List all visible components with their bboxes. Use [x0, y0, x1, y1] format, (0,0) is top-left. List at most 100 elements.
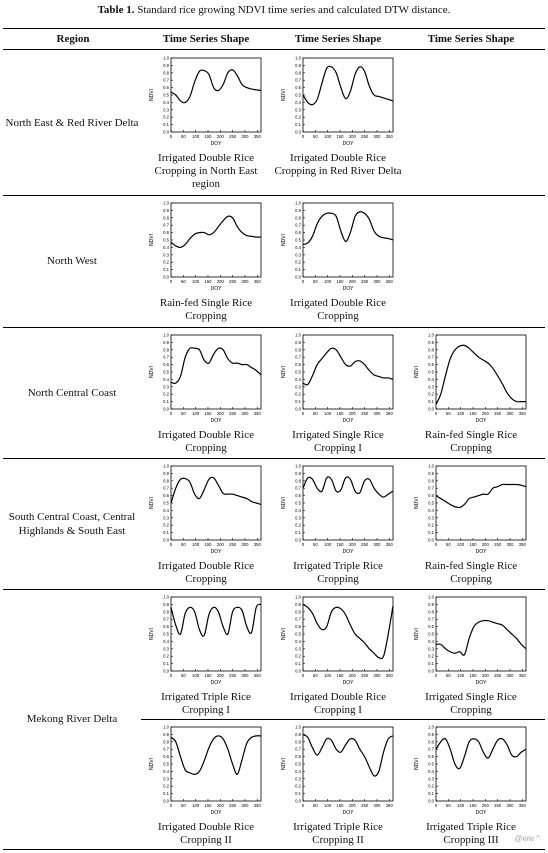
y-tick-label: 0.1 — [428, 791, 434, 796]
y-tick-label: 0.6 — [428, 754, 434, 759]
x-tick-label: 150 — [204, 673, 212, 678]
y-tick-label: 0.3 — [163, 776, 169, 781]
y-tick-label: 0.5 — [163, 632, 169, 637]
x-tick-label: 250 — [229, 673, 237, 678]
x-tick-label: 250 — [229, 411, 237, 416]
crop-pattern-label: Irrigated Double Rice Cropping in North … — [154, 152, 258, 190]
plot-frame — [170, 596, 262, 672]
y-axis-label: NDVI — [281, 366, 287, 378]
y-tick-label: 0.6 — [163, 754, 169, 759]
x-tick-label: 50 — [313, 279, 318, 284]
x-tick-label: 0 — [302, 803, 305, 808]
y-tick-label: 0.2 — [428, 654, 434, 659]
y-tick-label: 0.2 — [163, 654, 169, 659]
y-tick-label: 0.7 — [163, 355, 169, 360]
x-tick-label: 200 — [349, 134, 357, 139]
table-caption: Table 1. Standard rice growing NDVI time… — [0, 4, 548, 16]
x-tick-label: 50 — [181, 411, 186, 416]
x-tick-label: 50 — [313, 803, 318, 808]
y-tick-label: 0.3 — [295, 252, 301, 257]
x-tick-label: 150 — [336, 803, 344, 808]
crop-pattern-label: Irrigated Double Rice Cropping — [158, 560, 254, 585]
y-tick-label: 0.3 — [163, 646, 169, 651]
x-axis-label: DOY — [211, 810, 223, 816]
x-tick-label: 150 — [336, 279, 344, 284]
x-tick-label: 50 — [313, 542, 318, 547]
ndvi-chart: 0.0 0.1 0.2 0.3 0.4 0.5 0.6 0.7 0.8 0.9 1.0 0 50 100 1… — [414, 464, 527, 556]
y-tick-label: 0.8 — [295, 215, 301, 220]
crop-pattern-label: Irrigated Triple Rice Cropping III — [426, 821, 516, 846]
plot-frame — [435, 465, 527, 541]
y-tick-label: 0.9 — [295, 63, 301, 68]
y-tick-label: 0.1 — [163, 122, 169, 127]
ndvi-plot: 0.0 0.1 0.2 0.3 0.4 0.5 0.6 0.7 0.8 0.9 1.0 0 50 100 1… — [279, 56, 397, 148]
y-tick-label: 0.7 — [295, 355, 301, 360]
plot-frame — [302, 57, 394, 133]
table-number: Table 1. — [97, 4, 135, 16]
x-tick-label: 0 — [170, 673, 173, 678]
ndvi-chart: 0.0 0.1 0.2 0.3 0.4 0.5 0.6 0.7 0.8 0.9 1.0 0 50 100 1… — [149, 201, 262, 293]
y-tick-label: 1.0 — [428, 333, 434, 338]
y-tick-label: 0.4 — [163, 377, 169, 382]
y-tick-label: 0.9 — [295, 340, 301, 345]
x-tick-label: 50 — [181, 134, 186, 139]
y-axis-label: NDVI — [149, 758, 155, 770]
y-tick-label: 0.5 — [428, 762, 434, 767]
ndvi-chart: 0.0 0.1 0.2 0.3 0.4 0.5 0.6 0.7 0.8 0.9 1.0 0 50 100 1… — [149, 725, 261, 817]
y-tick-label: 0.7 — [295, 747, 301, 752]
x-tick-label: 300 — [506, 673, 514, 678]
y-axis-label: NDVI — [149, 234, 155, 246]
y-axis-label: NDVI — [149, 366, 155, 378]
x-tick-label: 250 — [229, 803, 237, 808]
ndvi-chart: 0.0 0.1 0.2 0.3 0.4 0.5 0.6 0.7 0.8 0.9 1.0 0 50 100 1… — [149, 56, 261, 148]
top-rule — [3, 28, 545, 30]
x-tick-label: 150 — [204, 542, 212, 547]
y-tick-label: 0.8 — [163, 347, 169, 352]
x-axis-label: DOY — [211, 680, 223, 686]
x-tick-label: 350 — [386, 411, 394, 416]
header-col-1: Time Series Shape — [162, 33, 250, 45]
crop-pattern-label: Irrigated Triple Rice Cropping — [293, 560, 383, 585]
ndvi-series-line — [170, 215, 262, 249]
ndvi-series-line — [170, 347, 262, 385]
y-axis-label: NDVI — [281, 628, 287, 640]
x-tick-label: 100 — [192, 803, 200, 808]
x-tick-label: 50 — [181, 542, 186, 547]
x-tick-label: 200 — [482, 542, 490, 547]
y-tick-label: 0.8 — [163, 739, 169, 744]
y-tick-label: 0.8 — [295, 739, 301, 744]
y-tick-label: 0.1 — [163, 791, 169, 796]
x-tick-label: 300 — [241, 411, 249, 416]
y-tick-label: 0.6 — [295, 624, 301, 629]
x-tick-label: 200 — [349, 279, 357, 284]
y-tick-label: 0.5 — [295, 762, 301, 767]
y-tick-label: 0.4 — [163, 769, 169, 774]
y-tick-label: 0.1 — [163, 530, 169, 535]
plot-frame — [170, 334, 262, 410]
row-separator — [3, 458, 545, 459]
y-tick-label: 0.9 — [163, 732, 169, 737]
y-tick-label: 0.2 — [163, 523, 169, 528]
y-tick-label: 0.6 — [163, 85, 169, 90]
y-tick-label: 1.0 — [295, 464, 301, 469]
x-tick-label: 250 — [361, 803, 369, 808]
y-tick-label: 0.8 — [295, 478, 301, 483]
y-tick-label: 0.4 — [295, 377, 301, 382]
y-tick-label: 0.8 — [163, 215, 169, 220]
y-tick-label: 0.2 — [295, 392, 301, 397]
x-axis-label: DOY — [476, 549, 488, 555]
crop-pattern-label: Irrigated Triple Rice Cropping II — [293, 821, 383, 846]
y-tick-label: 0.0 — [295, 130, 301, 135]
y-tick-label: 0.8 — [163, 478, 169, 483]
y-tick-label: 0.4 — [428, 639, 434, 644]
y-axis-label: NDVI — [149, 628, 155, 640]
ndvi-plot: 0.0 0.1 0.2 0.3 0.4 0.5 0.6 0.7 0.8 0.9 1.0 0 50 100 1… — [279, 595, 397, 687]
x-tick-label: 0 — [302, 134, 305, 139]
region-label: North West — [47, 255, 97, 267]
y-tick-label: 0.4 — [428, 769, 434, 774]
plot-frame — [302, 596, 394, 672]
x-axis-label: DOY — [211, 141, 223, 147]
x-tick-label: 250 — [494, 803, 502, 808]
y-tick-label: 0.5 — [163, 238, 169, 243]
y-tick-label: 0.5 — [163, 501, 169, 506]
